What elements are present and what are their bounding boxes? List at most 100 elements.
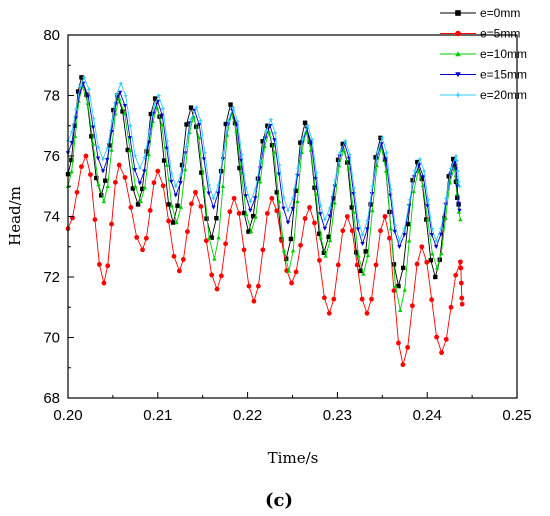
data-point (206, 182, 212, 188)
data-point (69, 157, 74, 163)
data-point (246, 229, 251, 234)
data-point (178, 181, 183, 186)
data-point (266, 129, 272, 134)
data-point (198, 204, 204, 209)
data-point (342, 142, 347, 147)
data-point (248, 208, 253, 213)
data-point (113, 91, 120, 98)
data-point (420, 183, 426, 188)
data-point (402, 287, 407, 292)
data-point (452, 163, 457, 168)
data-point (295, 199, 300, 204)
data-point (248, 229, 254, 234)
data-point (382, 214, 388, 219)
data-point (237, 165, 242, 171)
data-point (174, 220, 179, 225)
data-point (251, 298, 257, 304)
data-point (96, 182, 101, 187)
data-point (88, 172, 93, 178)
data-point (105, 157, 110, 162)
data-point (276, 199, 282, 204)
data-point (100, 156, 106, 162)
data-point (173, 193, 178, 198)
data-point (244, 212, 249, 217)
data-point (100, 169, 106, 174)
data-point (411, 189, 416, 194)
data-point (127, 147, 133, 152)
data-point (290, 248, 296, 253)
data-point (120, 109, 125, 114)
data-point (355, 227, 361, 232)
data-point (127, 136, 133, 141)
data-point (396, 238, 403, 244)
data-point (154, 105, 160, 110)
data-point (455, 51, 461, 57)
data-point (285, 207, 291, 214)
data-point (340, 228, 346, 234)
data-point (354, 250, 359, 255)
data-point (429, 297, 435, 303)
data-point (130, 186, 136, 191)
data-point (180, 257, 186, 262)
data-point (211, 205, 216, 210)
data-point (309, 136, 315, 143)
data-point (293, 269, 299, 275)
data-point (156, 92, 162, 99)
data-point (373, 262, 379, 268)
data-point (220, 150, 226, 156)
data-point (417, 156, 423, 162)
x-tick-label: 0.23 (323, 407, 352, 424)
data-point (232, 120, 238, 126)
data-point (122, 104, 128, 108)
data-point (253, 214, 258, 219)
data-point (223, 241, 228, 247)
data-point (138, 199, 143, 204)
data-point (132, 153, 138, 159)
data-point (321, 250, 327, 255)
data-point (85, 101, 90, 106)
data-point (433, 238, 439, 244)
data-point (90, 125, 96, 130)
legend-label: e=5mm (480, 27, 520, 41)
series-layer (65, 74, 465, 368)
data-point (424, 217, 429, 222)
data-point (391, 288, 397, 294)
data-point (321, 295, 327, 301)
data-point (313, 169, 319, 176)
data-point (160, 106, 166, 112)
data-point (392, 229, 398, 234)
data-point (434, 265, 440, 270)
data-point (349, 205, 354, 210)
data-point (257, 179, 263, 184)
data-point (123, 93, 129, 99)
data-point (302, 216, 308, 221)
data-point (337, 149, 343, 156)
data-point (274, 190, 279, 195)
data-point (369, 296, 374, 302)
legend-label: e=20mm (480, 88, 527, 102)
data-point (118, 80, 124, 87)
data-point (405, 345, 411, 350)
data-point (369, 192, 375, 197)
data-point (125, 147, 130, 153)
data-point (455, 179, 462, 185)
data-point (438, 232, 444, 237)
data-point (429, 233, 435, 237)
data-point (326, 310, 332, 316)
data-point (218, 273, 224, 279)
data-point (455, 10, 461, 16)
data-point (421, 168, 427, 174)
data-point (109, 147, 114, 152)
legend-item: e=15mm (440, 68, 527, 82)
data-point (198, 118, 204, 124)
data-point (86, 86, 92, 92)
data-point (209, 235, 214, 240)
data-point (135, 202, 141, 207)
data-point (448, 165, 454, 172)
data-point (388, 226, 394, 231)
data-point (392, 222, 398, 229)
data-point (246, 283, 252, 289)
data-point (387, 235, 392, 241)
series-line (67, 82, 460, 249)
